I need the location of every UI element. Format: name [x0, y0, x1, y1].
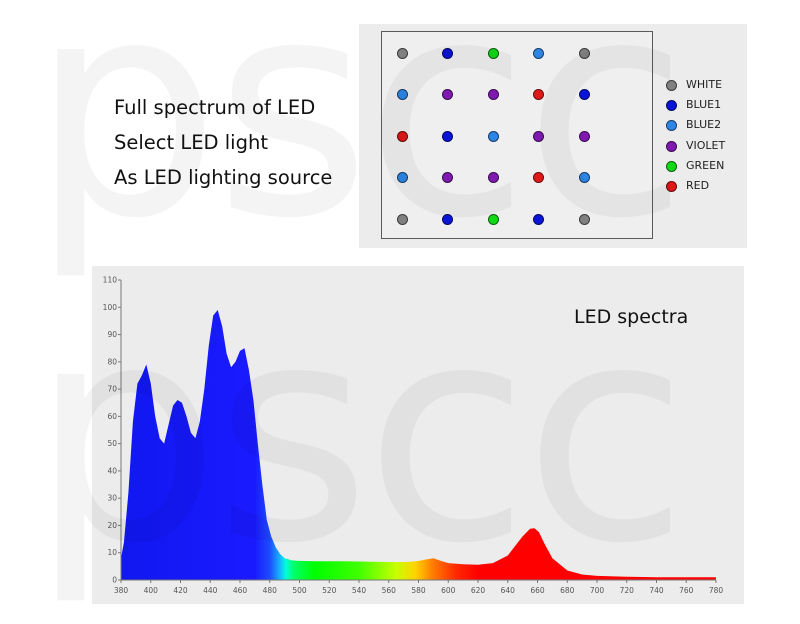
led-dot-white [396, 47, 408, 59]
led-legend: WHITE BLUE1 BLUE2 VIOLET GREEN RED [666, 76, 746, 197]
led-dot-red [533, 89, 545, 100]
y-tick-label: 10 [107, 548, 117, 557]
x-tick-label: 600 [441, 586, 456, 595]
y-tick-label: 60 [107, 412, 117, 421]
legend-swatch-violet [666, 140, 677, 152]
legend-item-red: RED [666, 177, 746, 197]
x-tick-label: 540 [352, 586, 367, 595]
led-dot-green [487, 47, 499, 59]
legend-label-green: GREEN [686, 158, 725, 172]
x-tick-label: 380 [114, 586, 129, 595]
led-dot-violet [533, 130, 545, 142]
led-dot-violet [442, 89, 454, 100]
led-dot-blue1 [442, 130, 454, 142]
intro-line-2: Select LED light [114, 131, 268, 154]
x-tick-label: 500 [292, 586, 307, 595]
x-tick-label: 480 [263, 586, 278, 595]
x-tick-label: 640 [501, 586, 516, 595]
led-dot-white [396, 213, 408, 225]
led-dot-blue2 [578, 172, 590, 183]
led-dot-blue2 [396, 89, 408, 100]
x-tick-label: 400 [144, 586, 159, 595]
x-tick-label: 720 [620, 586, 635, 595]
y-tick-label: 90 [107, 330, 117, 339]
y-tick-label: 100 [103, 303, 118, 312]
legend-swatch-red [666, 180, 677, 192]
x-tick-label: 560 [382, 586, 397, 595]
x-tick-label: 700 [590, 586, 605, 595]
y-tick-label: 20 [107, 521, 117, 530]
led-dot-white [578, 213, 590, 225]
legend-item-white: WHITE [666, 76, 746, 96]
y-tick-label: 50 [107, 439, 117, 448]
legend-item-green: GREEN [666, 157, 746, 177]
legend-label-violet: VIOLET [686, 138, 726, 152]
x-tick-label: 680 [560, 586, 575, 595]
x-tick-label: 740 [649, 586, 664, 595]
spectra-chart-panel: 0 10 20 30 40 50 60 70 80 90 100 110 380 400 420 440 460… [92, 266, 744, 604]
led-grid-box [381, 31, 653, 239]
led-dot-blue1 [442, 47, 454, 59]
led-dot-red [533, 172, 545, 183]
x-tick-label: 520 [322, 586, 337, 595]
y-tick-label: 80 [107, 357, 117, 366]
y-tick-label: 110 [103, 276, 118, 285]
spectrum-axes: 0 10 20 30 40 50 60 70 80 90 100 110 380 400 420 440 460… [103, 276, 724, 596]
legend-item-blue1: BLUE1 [666, 96, 746, 116]
legend-item-blue2: BLUE2 [666, 116, 746, 136]
legend-label-blue2: BLUE2 [686, 118, 722, 132]
led-dot-red [396, 130, 408, 142]
y-tick-label: 30 [107, 494, 117, 503]
legend-item-violet: VIOLET [666, 137, 746, 157]
led-dot-blue1 [578, 89, 590, 100]
intro-line-3: As LED lighting source [114, 166, 333, 189]
x-tick-label: 580 [411, 586, 426, 595]
y-tick-label: 40 [107, 466, 117, 475]
x-tick-label: 440 [203, 586, 218, 595]
led-dot-green [487, 213, 499, 225]
x-tick-label: 620 [471, 586, 486, 595]
spectrum-area [121, 310, 716, 580]
led-dot-blue1 [442, 213, 454, 225]
y-tick-label: 0 [112, 576, 117, 585]
legend-swatch-blue2 [666, 120, 677, 132]
spectrum-area-group [121, 310, 716, 580]
led-dot-blue1 [533, 213, 545, 225]
chart-title: LED spectra [574, 306, 689, 328]
legend-label-blue1: BLUE1 [686, 98, 722, 112]
x-tick-label: 460 [233, 586, 248, 595]
x-tick-label: 760 [679, 586, 694, 595]
spectrum-chart: 0 10 20 30 40 50 60 70 80 90 100 110 380 400 420 440 460… [103, 276, 724, 596]
legend-swatch-green [666, 160, 677, 172]
led-layout-panel: WHITE BLUE1 BLUE2 VIOLET GREEN RED [359, 24, 747, 248]
legend-label-red: RED [686, 178, 710, 192]
y-tick-label: 70 [107, 385, 117, 394]
led-dot-violet [442, 172, 454, 183]
x-tick-label: 780 [709, 586, 724, 595]
led-dot-blue2 [533, 47, 545, 59]
intro-line-1: Full spectrum of LED [114, 96, 316, 119]
legend-swatch-blue1 [666, 100, 677, 112]
led-dot-violet [578, 130, 590, 142]
led-dot-blue2 [487, 130, 499, 142]
intro-text: Full spectrum of LED Select LED light As… [114, 92, 364, 197]
led-dot-white [578, 47, 590, 59]
x-tick-label: 420 [173, 586, 188, 595]
legend-label-white: WHITE [686, 78, 723, 91]
led-dot-violet [487, 172, 499, 183]
x-tick-label: 660 [530, 586, 545, 595]
legend-swatch-white [666, 80, 677, 91]
led-dot-blue2 [396, 172, 408, 183]
led-dot-violet [487, 89, 499, 100]
